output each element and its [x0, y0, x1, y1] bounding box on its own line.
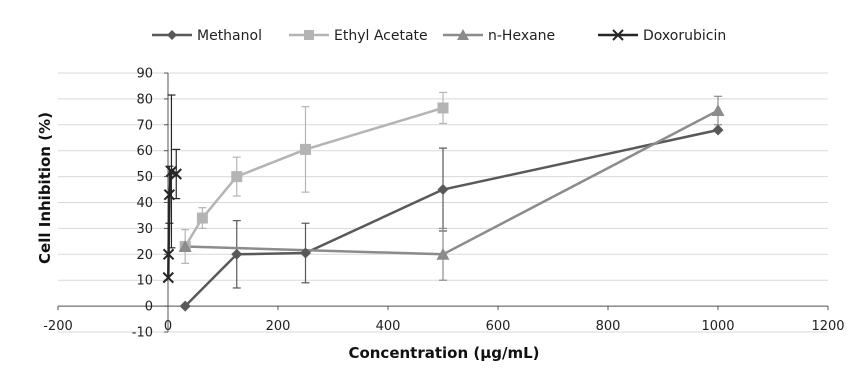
ethyl-acetate-point	[196, 212, 208, 224]
y-tick-label: -10	[132, 326, 153, 341]
y-tick-label: 40	[136, 196, 153, 211]
ethyl-acetate-point	[437, 102, 449, 114]
ethyl-acetate-legend-label: Ethyl Acetate	[334, 28, 428, 44]
x-tick-label: -200	[43, 319, 73, 334]
methanol-legend-marker	[167, 30, 177, 40]
y-tick-label: 20	[136, 248, 153, 263]
y-tick-label: 10	[136, 274, 153, 289]
doxorubicin-point	[162, 271, 174, 284]
n-hexane-point	[178, 240, 192, 253]
n-hexane-point	[436, 247, 450, 260]
y-tick-label: 70	[136, 118, 153, 133]
doxorubicin-point	[170, 168, 182, 180]
legend: Methanol Ethyl Acetate n-Hexane Doxorubicin	[152, 28, 726, 44]
doxorubicin-legend-label: Doxorubicin	[643, 28, 726, 44]
n-hexane-legend-marker	[457, 29, 469, 40]
methanol-line	[184, 128, 719, 307]
methanol-point	[712, 124, 724, 136]
data-points	[162, 102, 725, 312]
x-tick-label: 200	[266, 319, 291, 334]
x-axis-title: Concentration (µg/mL)	[348, 344, 539, 362]
y-tick-label: 60	[136, 144, 153, 159]
methanol-point	[231, 248, 243, 260]
doxorubicin-line	[167, 170, 177, 278]
doxorubicin-point	[163, 189, 176, 201]
x-tick-label: 400	[376, 319, 401, 334]
y-tick-labels: -10 0 10 20 30 40 50 60 70 80 90	[132, 67, 153, 341]
y-tick-label: 30	[136, 222, 153, 237]
ethyl-acetate-line	[184, 106, 444, 248]
methanol-point	[437, 184, 449, 196]
y-axis-title: Cell Inhibition (%)	[36, 112, 54, 264]
x-tick-label: 800	[596, 319, 621, 334]
x-tick-label: 1000	[701, 319, 734, 334]
methanol-point	[179, 300, 191, 312]
x-tick-label: 1200	[811, 319, 844, 334]
x-tick-label: 0	[164, 319, 172, 334]
y-tick-label: 0	[145, 300, 153, 315]
y-tick-label: 80	[136, 92, 153, 107]
y-tick-label: 90	[136, 67, 153, 82]
methanol-legend-label: Methanol	[197, 28, 262, 44]
methanol-point	[300, 247, 311, 259]
x-tick-label: 600	[486, 319, 511, 334]
ethyl-acetate-legend-marker	[304, 30, 314, 40]
doxorubicin-point	[162, 248, 175, 261]
n-hexane-point	[711, 104, 725, 117]
ethyl-acetate-point	[231, 171, 243, 183]
y-tick-label: 50	[136, 170, 153, 185]
x-tick-labels: -200 0 200 400 600 800 1000 1200	[43, 319, 844, 334]
doxorubicin-legend-marker	[612, 29, 624, 41]
n-hexane-line	[185, 109, 719, 256]
n-hexane-legend-label: n-Hexane	[488, 28, 555, 44]
ethyl-acetate-point	[300, 143, 311, 155]
